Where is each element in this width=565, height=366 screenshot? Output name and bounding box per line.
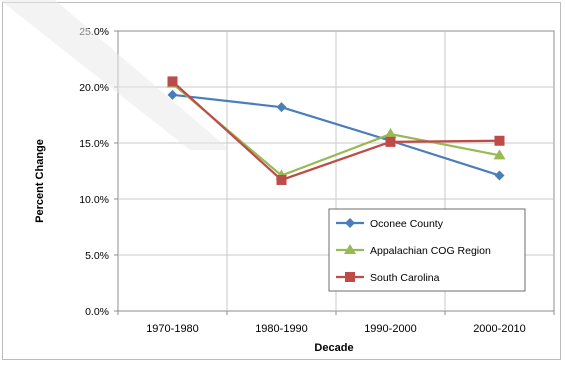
y-tick-label: 5.0% bbox=[85, 250, 109, 262]
legend-item: Appalachian COG Region bbox=[336, 244, 491, 257]
x-tick-label: 1990-2000 bbox=[364, 323, 417, 335]
legend-marker bbox=[345, 218, 355, 228]
data-point bbox=[494, 135, 505, 146]
legend-label: Appalachian COG Region bbox=[370, 245, 491, 257]
data-point bbox=[384, 128, 397, 139]
y-tick-label: 25.0% bbox=[79, 26, 109, 38]
legend: Oconee County Appalachian COG Region South… bbox=[328, 208, 526, 292]
data-point bbox=[167, 76, 178, 87]
legend-marker bbox=[344, 244, 356, 254]
legend-label: South Carolina bbox=[370, 272, 440, 284]
data-point bbox=[276, 102, 287, 113]
data-point bbox=[385, 136, 396, 147]
y-axis-title: Percent Change bbox=[34, 139, 46, 223]
legend-item: South Carolina bbox=[336, 272, 440, 284]
y-tick-label: 0.0% bbox=[85, 306, 109, 318]
x-tick-label: 1980-1990 bbox=[255, 323, 308, 335]
legend-item: Oconee County bbox=[336, 218, 444, 230]
chart-frame: 0.0% 5.0% 10.0% 15.0% 20.0% 25.0% 1970-1980 198… bbox=[2, 2, 561, 360]
y-tick-label: 20.0% bbox=[79, 82, 109, 94]
data-point bbox=[276, 174, 287, 185]
data-point bbox=[494, 170, 505, 181]
y-tick-label: 10.0% bbox=[79, 194, 109, 206]
legend-marker bbox=[345, 272, 355, 282]
x-axis-title: Decade bbox=[314, 342, 353, 354]
line-chart: 0.0% 5.0% 10.0% 15.0% 20.0% 25.0% 1970-1980 198… bbox=[34, 26, 555, 354]
legend-label: Oconee County bbox=[370, 218, 444, 230]
x-tick-label: 2000-2010 bbox=[473, 323, 526, 335]
x-tick-label: 1970-1980 bbox=[146, 323, 199, 335]
data-point bbox=[493, 149, 506, 160]
y-tick-label: 15.0% bbox=[79, 138, 109, 150]
